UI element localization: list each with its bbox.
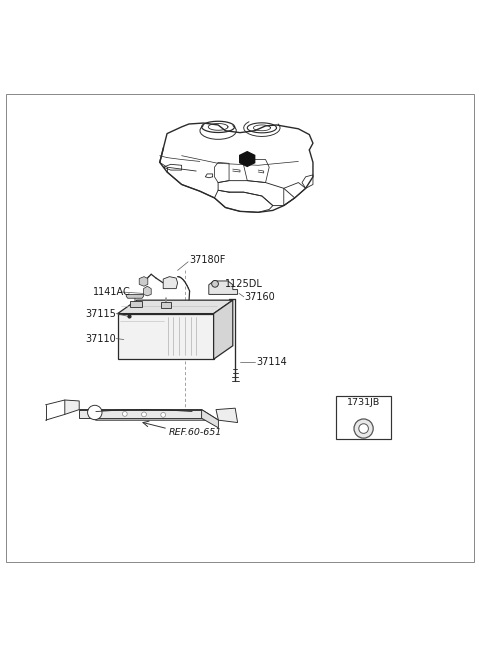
Polygon shape xyxy=(130,301,142,307)
Circle shape xyxy=(142,412,146,417)
Circle shape xyxy=(212,281,218,287)
Polygon shape xyxy=(202,409,218,428)
Text: 37160: 37160 xyxy=(245,292,276,302)
Text: 37114: 37114 xyxy=(257,357,288,367)
Text: 37110: 37110 xyxy=(85,333,116,344)
Text: 37115: 37115 xyxy=(85,308,116,319)
Polygon shape xyxy=(79,409,218,420)
Polygon shape xyxy=(209,281,238,295)
Circle shape xyxy=(161,413,166,417)
Polygon shape xyxy=(118,314,214,359)
Text: 37180F: 37180F xyxy=(190,255,226,265)
Text: 1731JB: 1731JB xyxy=(347,398,380,407)
Text: 1125DL: 1125DL xyxy=(225,279,263,289)
Circle shape xyxy=(354,419,373,438)
Circle shape xyxy=(359,424,369,434)
Text: 1141AC: 1141AC xyxy=(93,287,131,297)
Circle shape xyxy=(122,411,127,417)
Text: REF.60-651: REF.60-651 xyxy=(169,428,222,437)
Polygon shape xyxy=(216,408,238,422)
Polygon shape xyxy=(126,295,144,298)
Polygon shape xyxy=(65,400,79,415)
Polygon shape xyxy=(214,300,233,359)
Circle shape xyxy=(88,405,102,420)
Polygon shape xyxy=(118,300,233,314)
Polygon shape xyxy=(240,152,255,167)
Polygon shape xyxy=(144,286,151,296)
Polygon shape xyxy=(161,302,171,308)
Polygon shape xyxy=(163,277,178,289)
Polygon shape xyxy=(79,409,202,419)
Polygon shape xyxy=(139,277,148,286)
Bar xyxy=(336,396,391,440)
